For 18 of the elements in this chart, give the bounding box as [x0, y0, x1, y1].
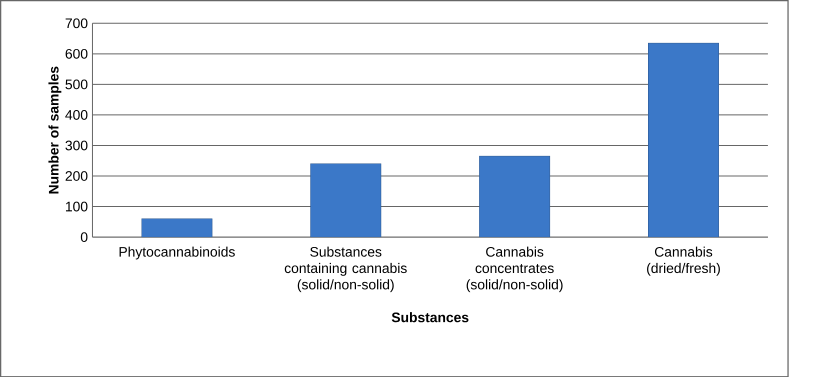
- y-tick-label: 300: [65, 140, 88, 150]
- x-tick-label: Cannabis concentrates (solid/non-solid): [466, 246, 563, 292]
- y-tick-label: 100: [66, 202, 88, 212]
- bar: [141, 218, 212, 237]
- y-tick-label: 0: [80, 232, 88, 242]
- y-tick-label: 700: [66, 18, 88, 28]
- y-tick-label: 500: [65, 79, 88, 90]
- x-axis-title: Substances: [392, 312, 468, 322]
- y-axis-title: Number of samples: [48, 66, 62, 194]
- bar: [479, 156, 550, 237]
- x-tick-label: Phytocannabinoids: [120, 246, 235, 260]
- x-tick-label: Substances containing cannabis (solid/non-solid): [284, 246, 407, 292]
- bar: [648, 42, 719, 237]
- bar: [310, 163, 382, 237]
- y-tick-label: 400: [65, 110, 88, 120]
- x-tick-label: Cannabis (dried/fresh): [647, 246, 720, 276]
- y-tick-label: 200: [66, 170, 88, 181]
- y-tick-label: 600: [66, 48, 88, 59]
